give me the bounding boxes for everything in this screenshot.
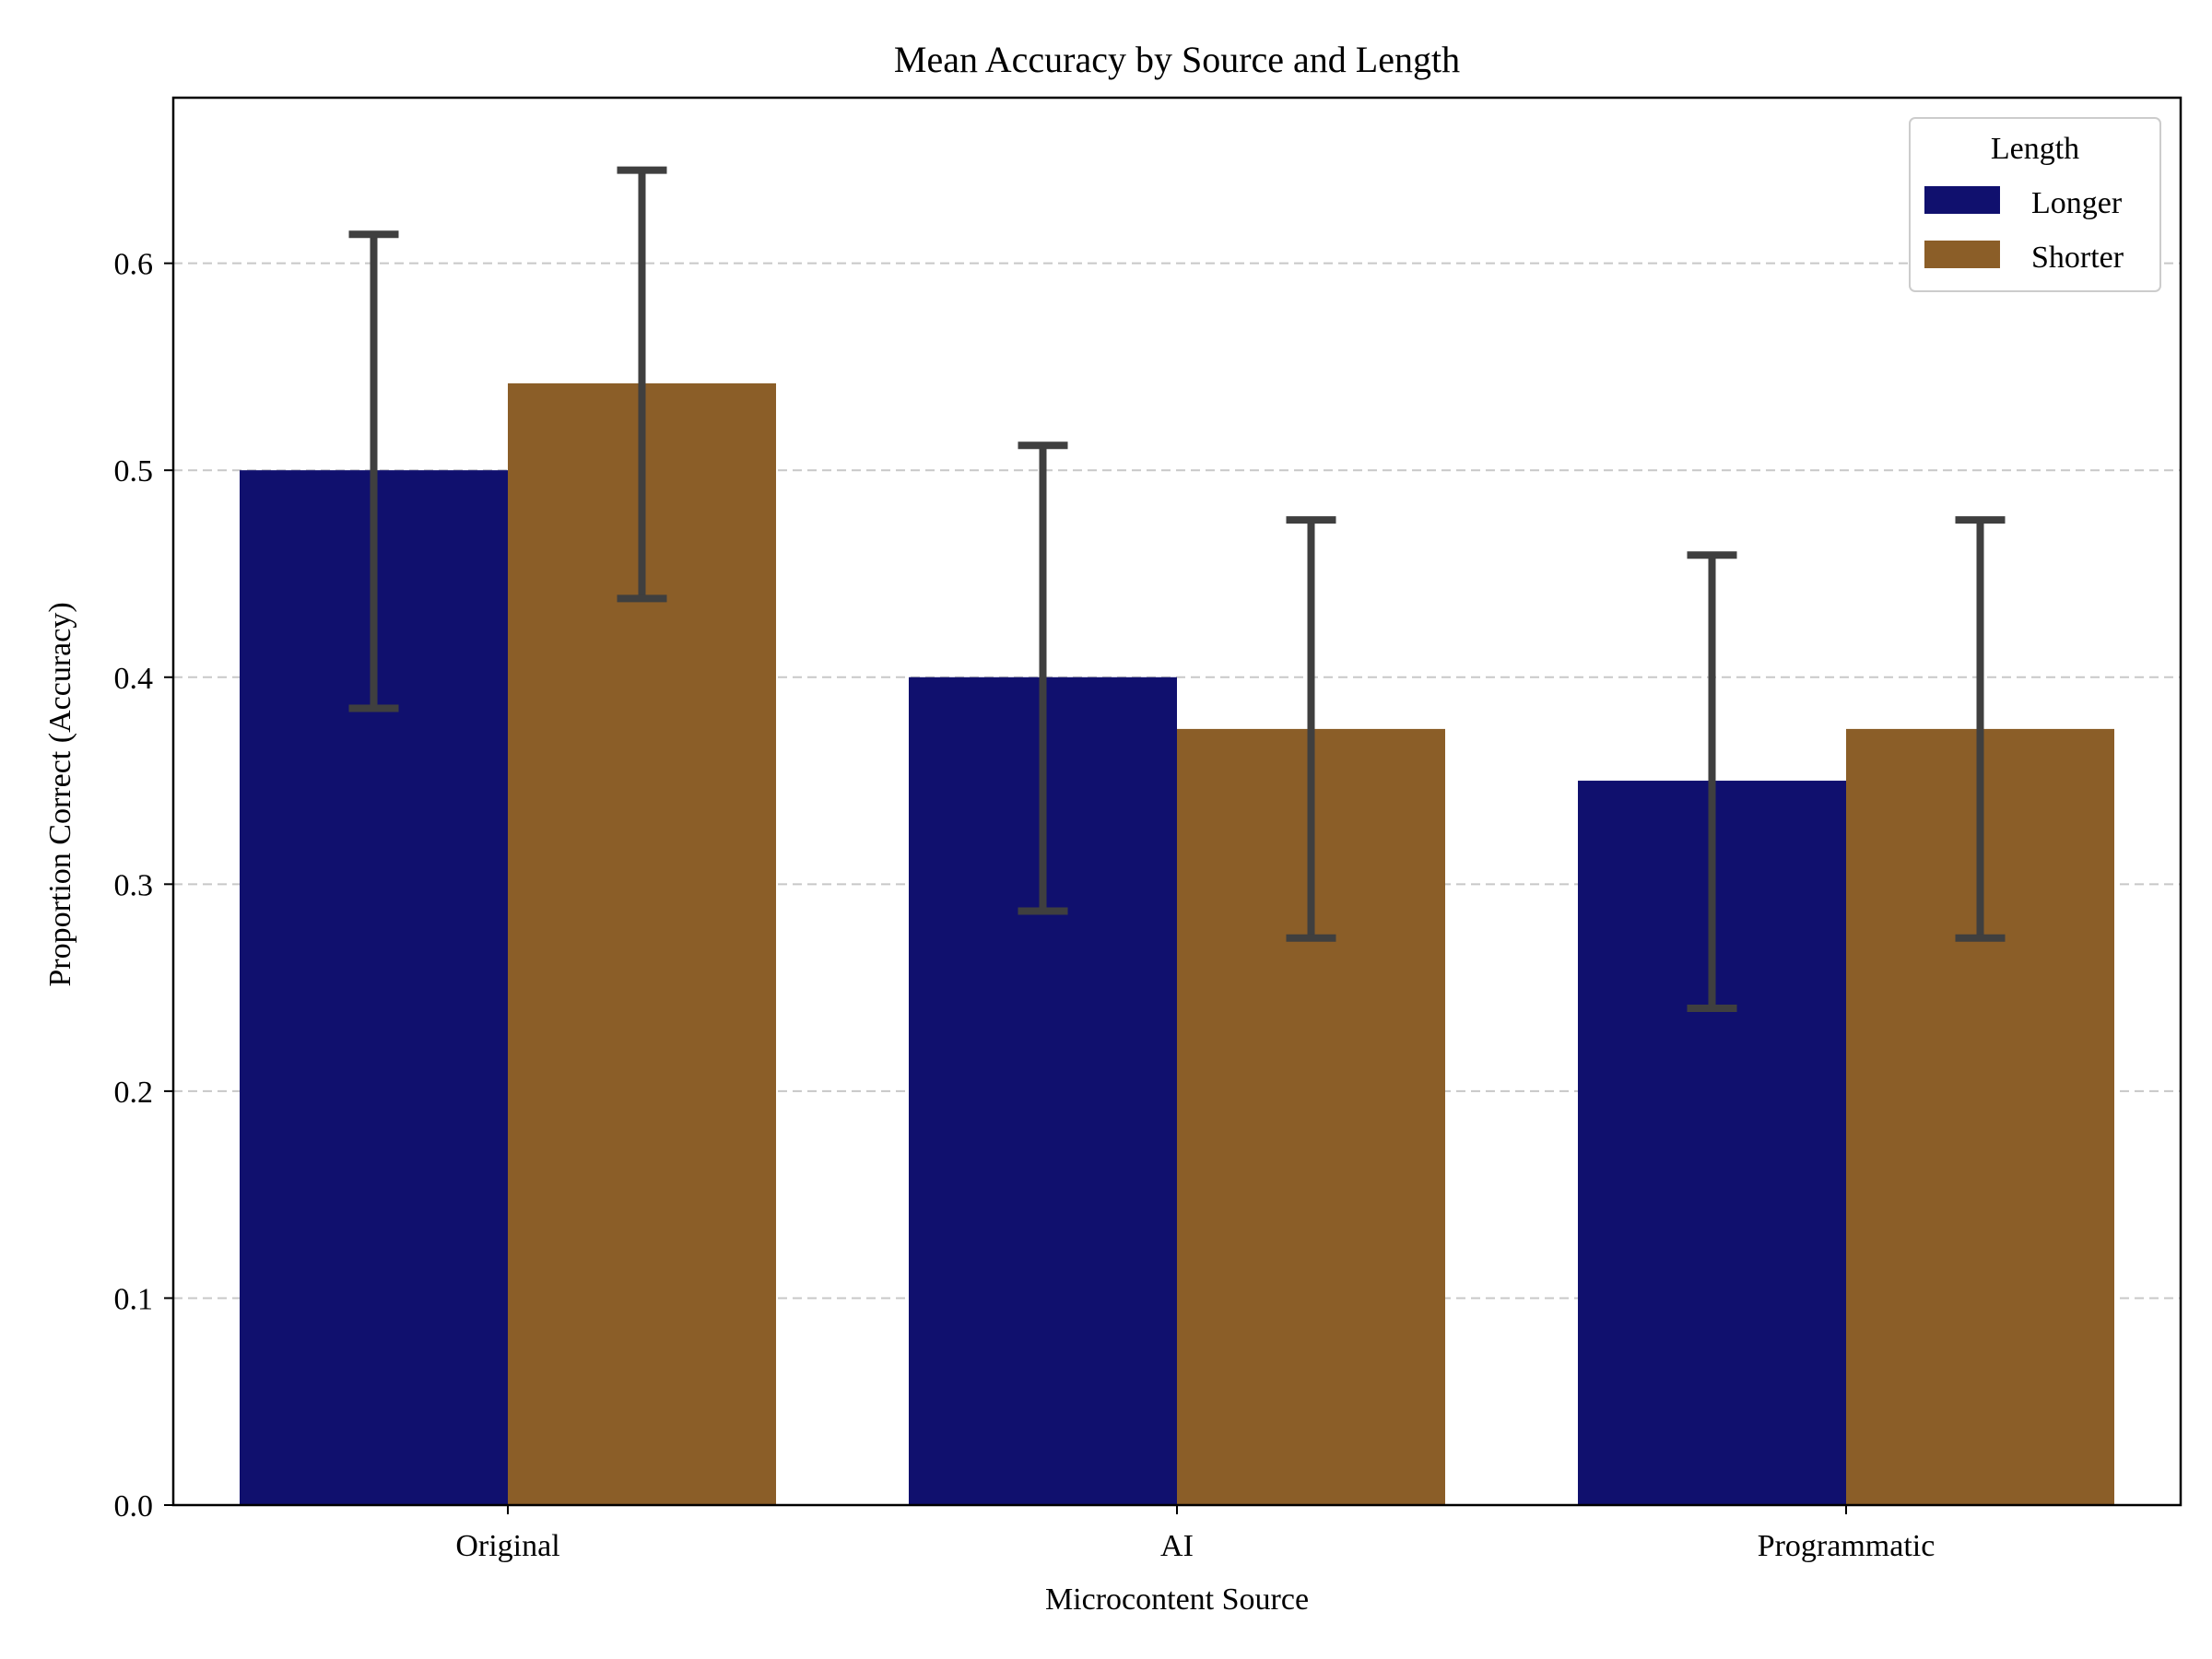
error-bar-longer-ai [1018,441,1068,915]
x-tick-label-ai: AI [1160,1529,1194,1563]
chart-title: Mean Accuracy by Source and Length [894,39,1460,80]
legend-swatch-shorter [1924,241,2000,268]
error-bar-shorter-programmatic [1955,516,2006,942]
y-tick-label: 0.5 [114,454,154,488]
bars [240,382,2114,1506]
y-tick-label: 0.1 [114,1282,154,1316]
legend-label-shorter: Shorter [2031,241,2124,275]
legend-swatch-longer [1924,186,2000,214]
y-axis-ticks: 0.0 0.1 0.2 0.3 0.4 0.5 0.6 [114,248,173,1524]
x-tick-label-original: Original [455,1529,559,1563]
legend: Length Longer Shorter [1909,117,2161,292]
x-axis-label: Microcontent Source [1045,1583,1309,1617]
y-tick-label: 0.3 [114,868,154,902]
error-bar-shorter-ai [1286,516,1336,942]
y-axis-label: Proportion Correct (Accuracy) [43,602,77,986]
x-tick-label-programmatic: Programmatic [1758,1529,1936,1563]
error-bars [348,166,2006,1013]
legend-label-longer: Longer [2031,186,2123,220]
y-tick-label: 0.6 [114,248,154,282]
legend-title: Length [1991,132,2079,166]
y-tick-label: 0.2 [114,1076,154,1110]
y-tick-label: 0.0 [114,1489,154,1524]
error-bar-longer-original [348,230,399,712]
error-bar-shorter-original [617,166,667,603]
y-tick-label: 0.4 [114,662,154,696]
error-bar-longer-programmatic [1687,551,1737,1013]
x-axis-ticks: Original AI Programmatic [455,1505,1935,1563]
